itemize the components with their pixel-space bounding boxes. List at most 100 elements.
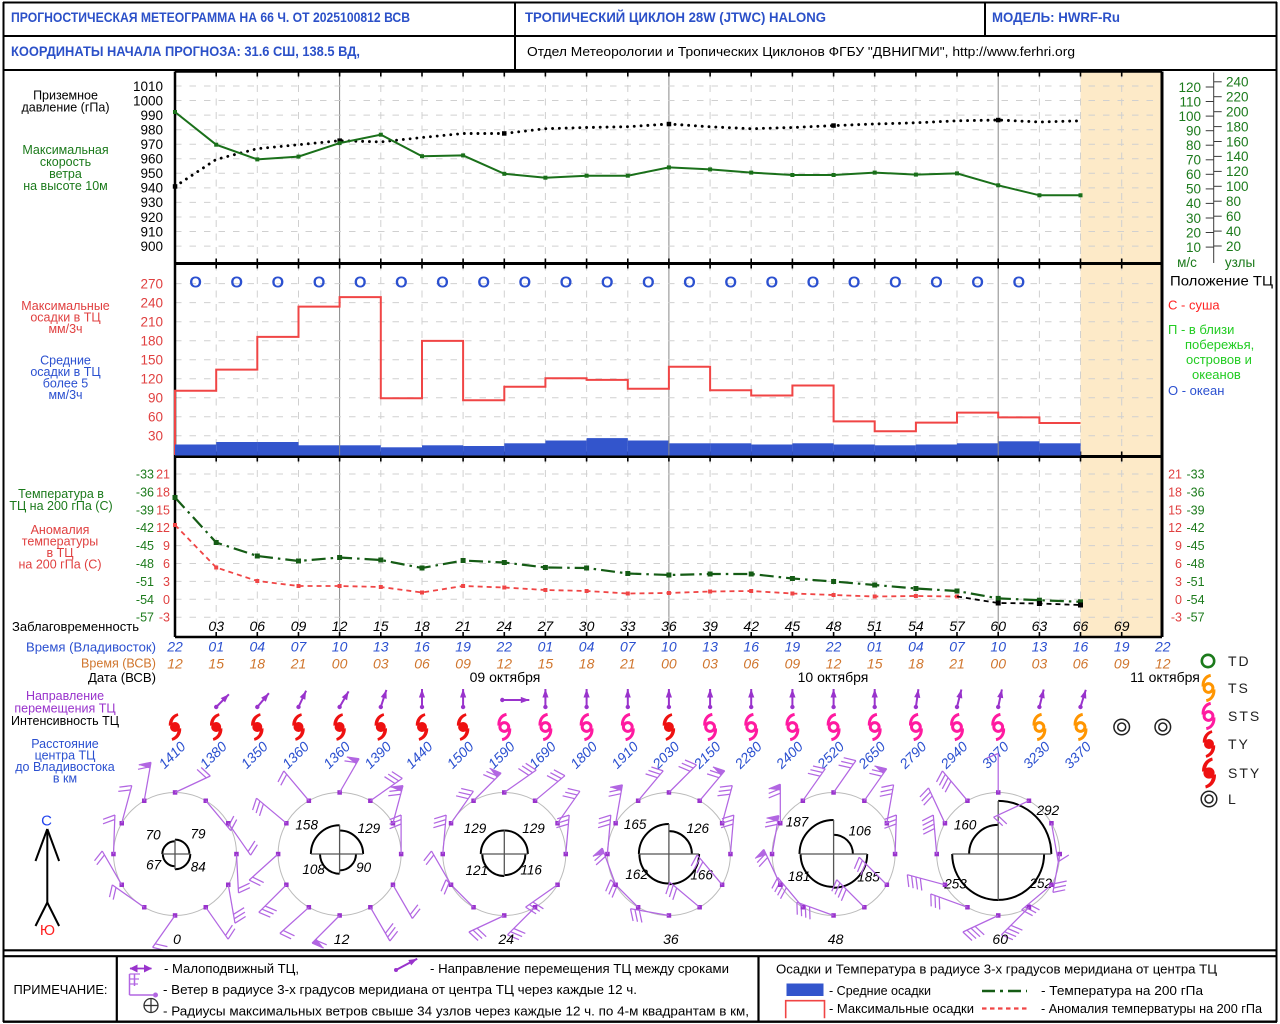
svg-text:ПРОГНОСТИЧЕСКАЯ МЕТЕОГРАММА НА: ПРОГНОСТИЧЕСКАЯ МЕТЕОГРАММА НА 66 Ч. ОТ … — [11, 10, 410, 25]
svg-text:110: 110 — [1179, 94, 1201, 109]
svg-text:Максимальная: Максимальная — [22, 143, 108, 157]
svg-text:Положение ТЦ: Положение ТЦ — [1170, 273, 1274, 289]
svg-text:Температура в: Температура в — [18, 487, 104, 501]
svg-text:6: 6 — [1175, 557, 1182, 571]
svg-text:18: 18 — [414, 618, 430, 634]
svg-text:Дата (ВСВ): Дата (ВСВ) — [88, 671, 156, 685]
svg-text:12: 12 — [1155, 656, 1171, 672]
svg-text:-42: -42 — [1187, 521, 1205, 535]
svg-text:21: 21 — [454, 618, 471, 634]
svg-text:О: О — [560, 275, 572, 292]
svg-text:00: 00 — [332, 656, 348, 672]
svg-text:м/с: м/с — [1177, 255, 1197, 270]
svg-text:100: 100 — [1226, 179, 1249, 194]
svg-text:01: 01 — [867, 639, 883, 655]
svg-text:04: 04 — [250, 639, 266, 655]
svg-text:С - суша: С - суша — [1168, 298, 1220, 313]
svg-text:О: О — [395, 275, 407, 292]
svg-text:70: 70 — [1186, 153, 1201, 168]
svg-text:16: 16 — [1073, 639, 1089, 655]
svg-text:1000: 1000 — [133, 93, 163, 108]
svg-text:126: 126 — [687, 821, 710, 836]
svg-text:48: 48 — [828, 931, 844, 947]
svg-text:166: 166 — [690, 868, 713, 883]
svg-text:океанов: океанов — [1192, 367, 1241, 382]
svg-text:TY: TY — [1228, 736, 1250, 752]
svg-text:160: 160 — [954, 818, 977, 833]
svg-text:160: 160 — [1226, 134, 1249, 149]
svg-text:21: 21 — [948, 656, 965, 672]
svg-text:16: 16 — [414, 639, 430, 655]
svg-text:О: О — [724, 275, 736, 292]
svg-text:36: 36 — [661, 618, 677, 634]
svg-text:910: 910 — [140, 224, 163, 239]
svg-text:15: 15 — [156, 503, 170, 517]
svg-text:мм/3ч: мм/3ч — [48, 388, 82, 402]
svg-text:42: 42 — [743, 618, 759, 634]
svg-text:О: О — [354, 275, 366, 292]
svg-text:О: О — [1013, 275, 1025, 292]
svg-text:островов и: островов и — [1186, 352, 1252, 367]
svg-text:3: 3 — [1175, 575, 1182, 589]
svg-text:22: 22 — [166, 639, 183, 655]
svg-text:10: 10 — [332, 639, 348, 655]
svg-text:22: 22 — [825, 639, 842, 655]
svg-text:-54: -54 — [1187, 593, 1205, 607]
svg-text:120: 120 — [1178, 80, 1201, 95]
svg-text:116: 116 — [520, 863, 542, 878]
svg-text:TD: TD — [1228, 653, 1251, 669]
svg-text:ветра: ветра — [49, 167, 82, 181]
svg-text:О: О — [230, 275, 242, 292]
svg-text:70: 70 — [146, 827, 162, 842]
svg-text:L: L — [1228, 791, 1238, 807]
svg-text:129: 129 — [464, 821, 487, 836]
svg-text:О: О — [601, 275, 613, 292]
svg-text:О: О — [683, 275, 695, 292]
svg-text:9: 9 — [163, 539, 170, 553]
svg-text:-42: -42 — [136, 521, 154, 535]
svg-text:04: 04 — [908, 639, 924, 655]
svg-text:О - океан: О - океан — [1168, 383, 1224, 398]
svg-text:-39: -39 — [1187, 503, 1205, 517]
svg-text:О: О — [930, 275, 942, 292]
svg-text:09 октября: 09 октября — [470, 669, 541, 685]
svg-text:в км: в км — [53, 771, 77, 785]
svg-text:до Владивостока: до Владивостока — [15, 760, 115, 774]
svg-text:-48: -48 — [136, 557, 154, 571]
svg-text:15: 15 — [1168, 503, 1182, 517]
svg-text:54: 54 — [908, 618, 924, 634]
svg-text:121: 121 — [466, 863, 489, 878]
svg-text:осадки в ТЦ: осадки в ТЦ — [30, 311, 101, 325]
svg-text:15: 15 — [208, 656, 224, 672]
svg-text:60: 60 — [1186, 167, 1201, 182]
svg-text:00: 00 — [661, 656, 677, 672]
svg-text:-3: -3 — [1171, 611, 1182, 625]
svg-text:158: 158 — [295, 818, 318, 833]
svg-text:Направление: Направление — [26, 689, 104, 703]
svg-text:22: 22 — [496, 639, 513, 655]
svg-text:15: 15 — [538, 656, 554, 672]
svg-text:06: 06 — [1073, 656, 1089, 672]
svg-text:в ТЦ: в ТЦ — [47, 546, 75, 560]
svg-text:40: 40 — [1186, 196, 1201, 211]
svg-text:мм/3ч: мм/3ч — [48, 322, 82, 336]
svg-text:48: 48 — [826, 618, 842, 634]
svg-text:-36: -36 — [1187, 485, 1205, 499]
svg-text:21: 21 — [619, 656, 636, 672]
svg-text:220: 220 — [1226, 90, 1249, 105]
svg-text:07: 07 — [291, 639, 308, 655]
svg-text:03: 03 — [208, 618, 224, 634]
svg-text:50: 50 — [1186, 182, 1201, 197]
svg-text:80: 80 — [1186, 138, 1201, 153]
svg-text:осадки в ТЦ: осадки в ТЦ — [30, 365, 101, 379]
svg-text:ТРОПИЧЕСКИЙ ЦИКЛОН 28W (JTWC): ТРОПИЧЕСКИЙ ЦИКЛОН 28W (JTWC) HALONG — [525, 10, 826, 25]
svg-text:90: 90 — [148, 391, 163, 406]
svg-text:240: 240 — [140, 295, 163, 310]
svg-text:57: 57 — [949, 618, 966, 634]
svg-text:165: 165 — [624, 817, 647, 832]
svg-text:18: 18 — [156, 485, 170, 499]
svg-text:03: 03 — [1032, 656, 1048, 672]
svg-text:0: 0 — [163, 593, 170, 607]
svg-text:на 200 гПа (С): на 200 гПа (С) — [19, 558, 102, 572]
svg-text:-51: -51 — [1187, 575, 1205, 589]
